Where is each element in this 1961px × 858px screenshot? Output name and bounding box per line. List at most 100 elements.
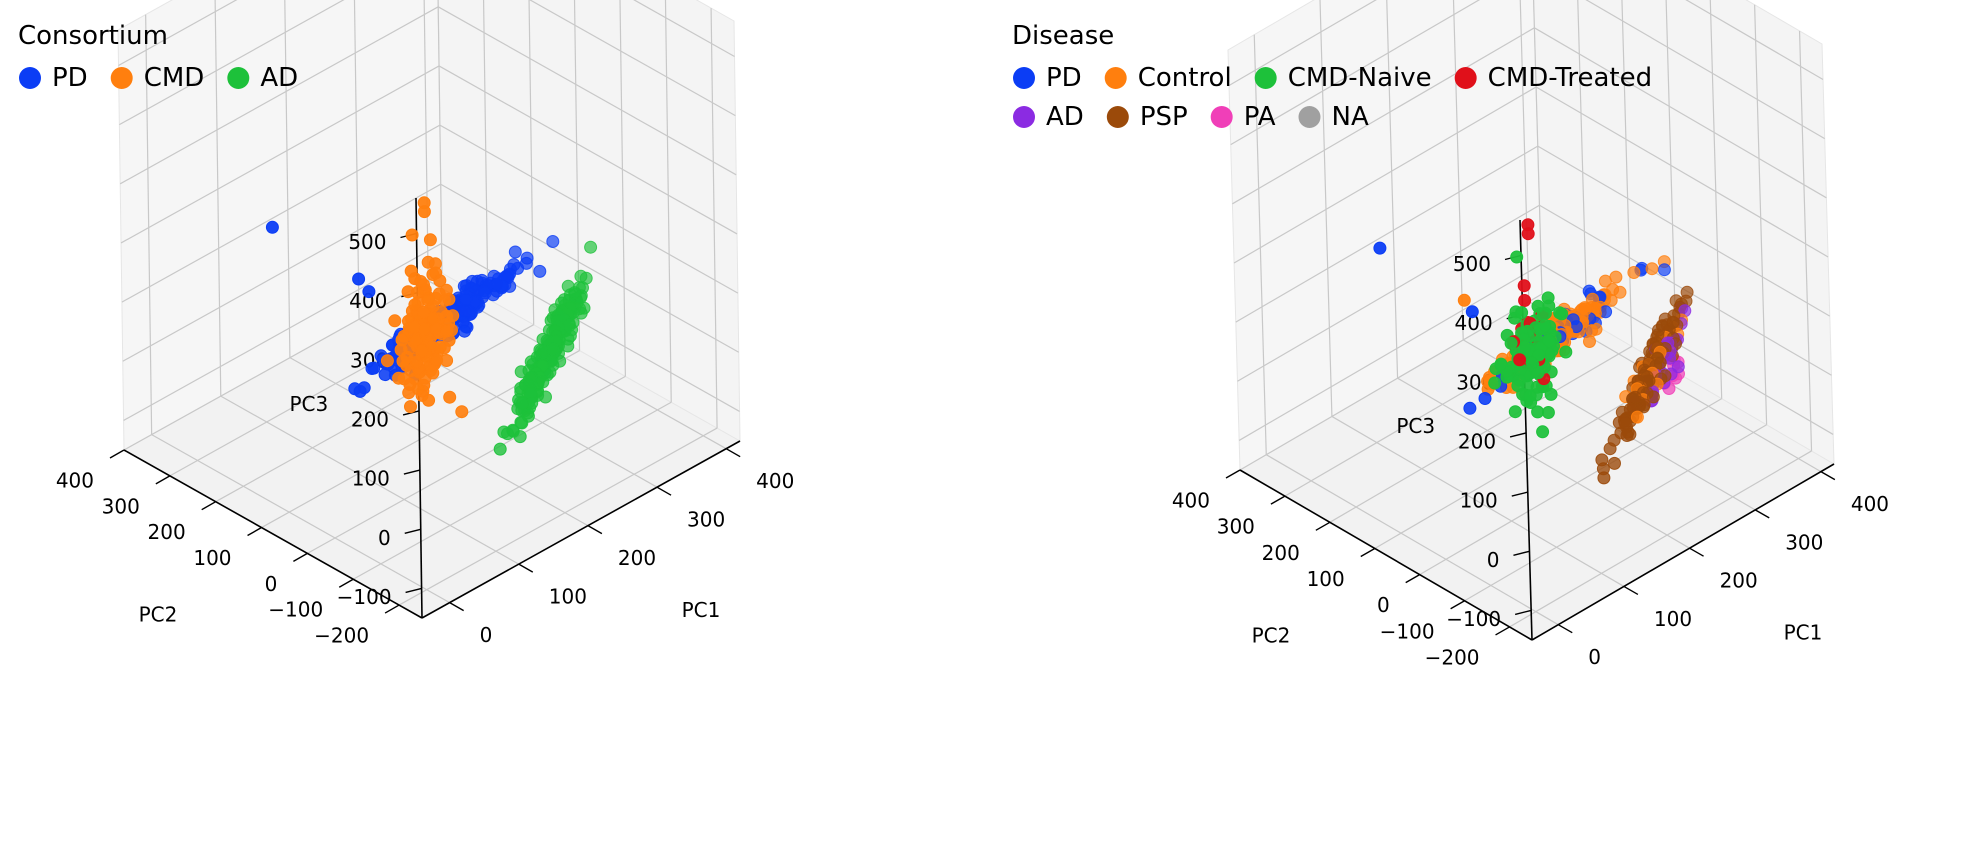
pc3-tick-label: −100 [337, 585, 392, 609]
gridline-y [307, 375, 626, 554]
point-pd [1463, 401, 1477, 415]
legend: Consortium PD CMD AD [18, 21, 298, 93]
pc1-tick [1689, 547, 1704, 557]
gridline-z [439, 124, 739, 294]
point-cmd [403, 378, 417, 391]
gridline-x [1452, 0, 1464, 340]
point-cmd-naive [1559, 345, 1573, 359]
pc2-tick-label: 0 [1377, 593, 1390, 617]
gridline-y [1239, 293, 1543, 471]
pc2-tick [1495, 626, 1510, 636]
point-cmd [395, 333, 409, 347]
point-control [1630, 410, 1644, 424]
gridline-y [1798, 30, 1813, 451]
point-cmd [410, 286, 424, 299]
pc2-axis-line [1239, 469, 1533, 641]
point-cmd-naive [1510, 250, 1524, 264]
point-ad [536, 375, 550, 389]
pc2-axis-line [123, 449, 423, 619]
pc2-tick-label: 400 [1172, 489, 1210, 513]
legend-marker-ad [227, 67, 250, 89]
point-pd [1465, 305, 1479, 319]
gridline-y [437, 0, 443, 274]
point-ad [562, 318, 576, 332]
gridline-z [120, 65, 440, 244]
legend-marker-ad [1013, 106, 1035, 128]
point-psp [1653, 356, 1667, 370]
pc2-tick [155, 475, 171, 485]
gridline-z [437, 6, 737, 176]
point-cmd [421, 293, 435, 307]
legend-marker-pd [19, 67, 41, 89]
legend-title: Disease [1012, 21, 1114, 51]
point-control [1583, 335, 1596, 348]
gridline-z [123, 242, 442, 421]
point-control [1627, 266, 1641, 279]
legend-marker-cmd-treated [1454, 67, 1477, 89]
legend-marker-na [1298, 106, 1321, 128]
point-ad [584, 240, 598, 254]
point-pd [458, 324, 471, 338]
gridline-y [1329, 345, 1633, 523]
disease-pca-3d-panel: 0100200300400−200−1000100200300400−10001… [1012, 0, 1889, 669]
point-cmd-treated [1517, 279, 1531, 293]
point-cmd-naive [1518, 340, 1532, 354]
pc2-tick-label: 300 [102, 494, 140, 518]
gridline-x [214, 0, 222, 397]
point-cmd [408, 298, 422, 312]
point-cmd-naive [1504, 336, 1518, 350]
pc3-axis-label: PC3 [290, 392, 329, 416]
point-cmd-treated [1521, 227, 1535, 241]
pc2-tick [1225, 469, 1241, 479]
pc2-tick [293, 552, 308, 562]
point-ad [546, 342, 559, 356]
pc2-tick-label: 200 [1262, 541, 1300, 565]
point-cmd-naive [1544, 387, 1558, 401]
point-cmd [433, 340, 447, 354]
gridline-z [1535, 86, 1829, 258]
pc1-tick [656, 486, 672, 496]
point-psp [1666, 315, 1680, 329]
gridline-x [1319, 0, 1333, 417]
pc2-axis-label: PC2 [1252, 624, 1291, 648]
gridline-y [1577, 0, 1588, 321]
pc2-tick-label: 100 [193, 546, 231, 570]
gridline-z [1238, 263, 1542, 441]
pc2-tick [1450, 600, 1465, 610]
pc3-tick [1513, 550, 1530, 556]
pc2-tick [338, 578, 354, 588]
gridline-y [619, 0, 626, 377]
gridline-y [215, 324, 534, 503]
pc1-tick-label: 0 [1588, 645, 1601, 669]
point-cmd [433, 274, 447, 288]
gridline-z [1230, 0, 1481, 146]
point-cmd-treated [1518, 294, 1532, 307]
point-pd [367, 361, 381, 375]
point-ad [568, 286, 582, 300]
gridline-x [284, 0, 291, 358]
legend-marker-cmd [110, 67, 133, 89]
pc2-tick [384, 604, 400, 614]
point-ad [506, 423, 520, 437]
point-cmd [443, 390, 457, 404]
point-control [1604, 293, 1618, 307]
pc2-tick-label: −100 [268, 598, 323, 622]
pc2-tick [1405, 574, 1421, 584]
pc3-tick [1514, 609, 1532, 616]
pc2-tick-label: 200 [148, 520, 186, 544]
legend-label-na: NA [1332, 102, 1369, 132]
gridline-z [122, 183, 442, 362]
point-cmd [417, 305, 431, 319]
point-psp [1608, 456, 1621, 470]
point-pd [501, 268, 515, 282]
point-ad [521, 409, 535, 423]
point-pd [508, 245, 522, 259]
pc1-tick [1820, 471, 1836, 481]
pc3-axis-line [415, 197, 423, 619]
point-cmd-naive [1542, 334, 1556, 348]
legend-marker-psp [1106, 106, 1129, 128]
pc2-tick [1270, 495, 1286, 505]
point-cmd [405, 228, 419, 242]
gridline-x [220, 395, 520, 565]
gridline-x [1265, 454, 1559, 626]
